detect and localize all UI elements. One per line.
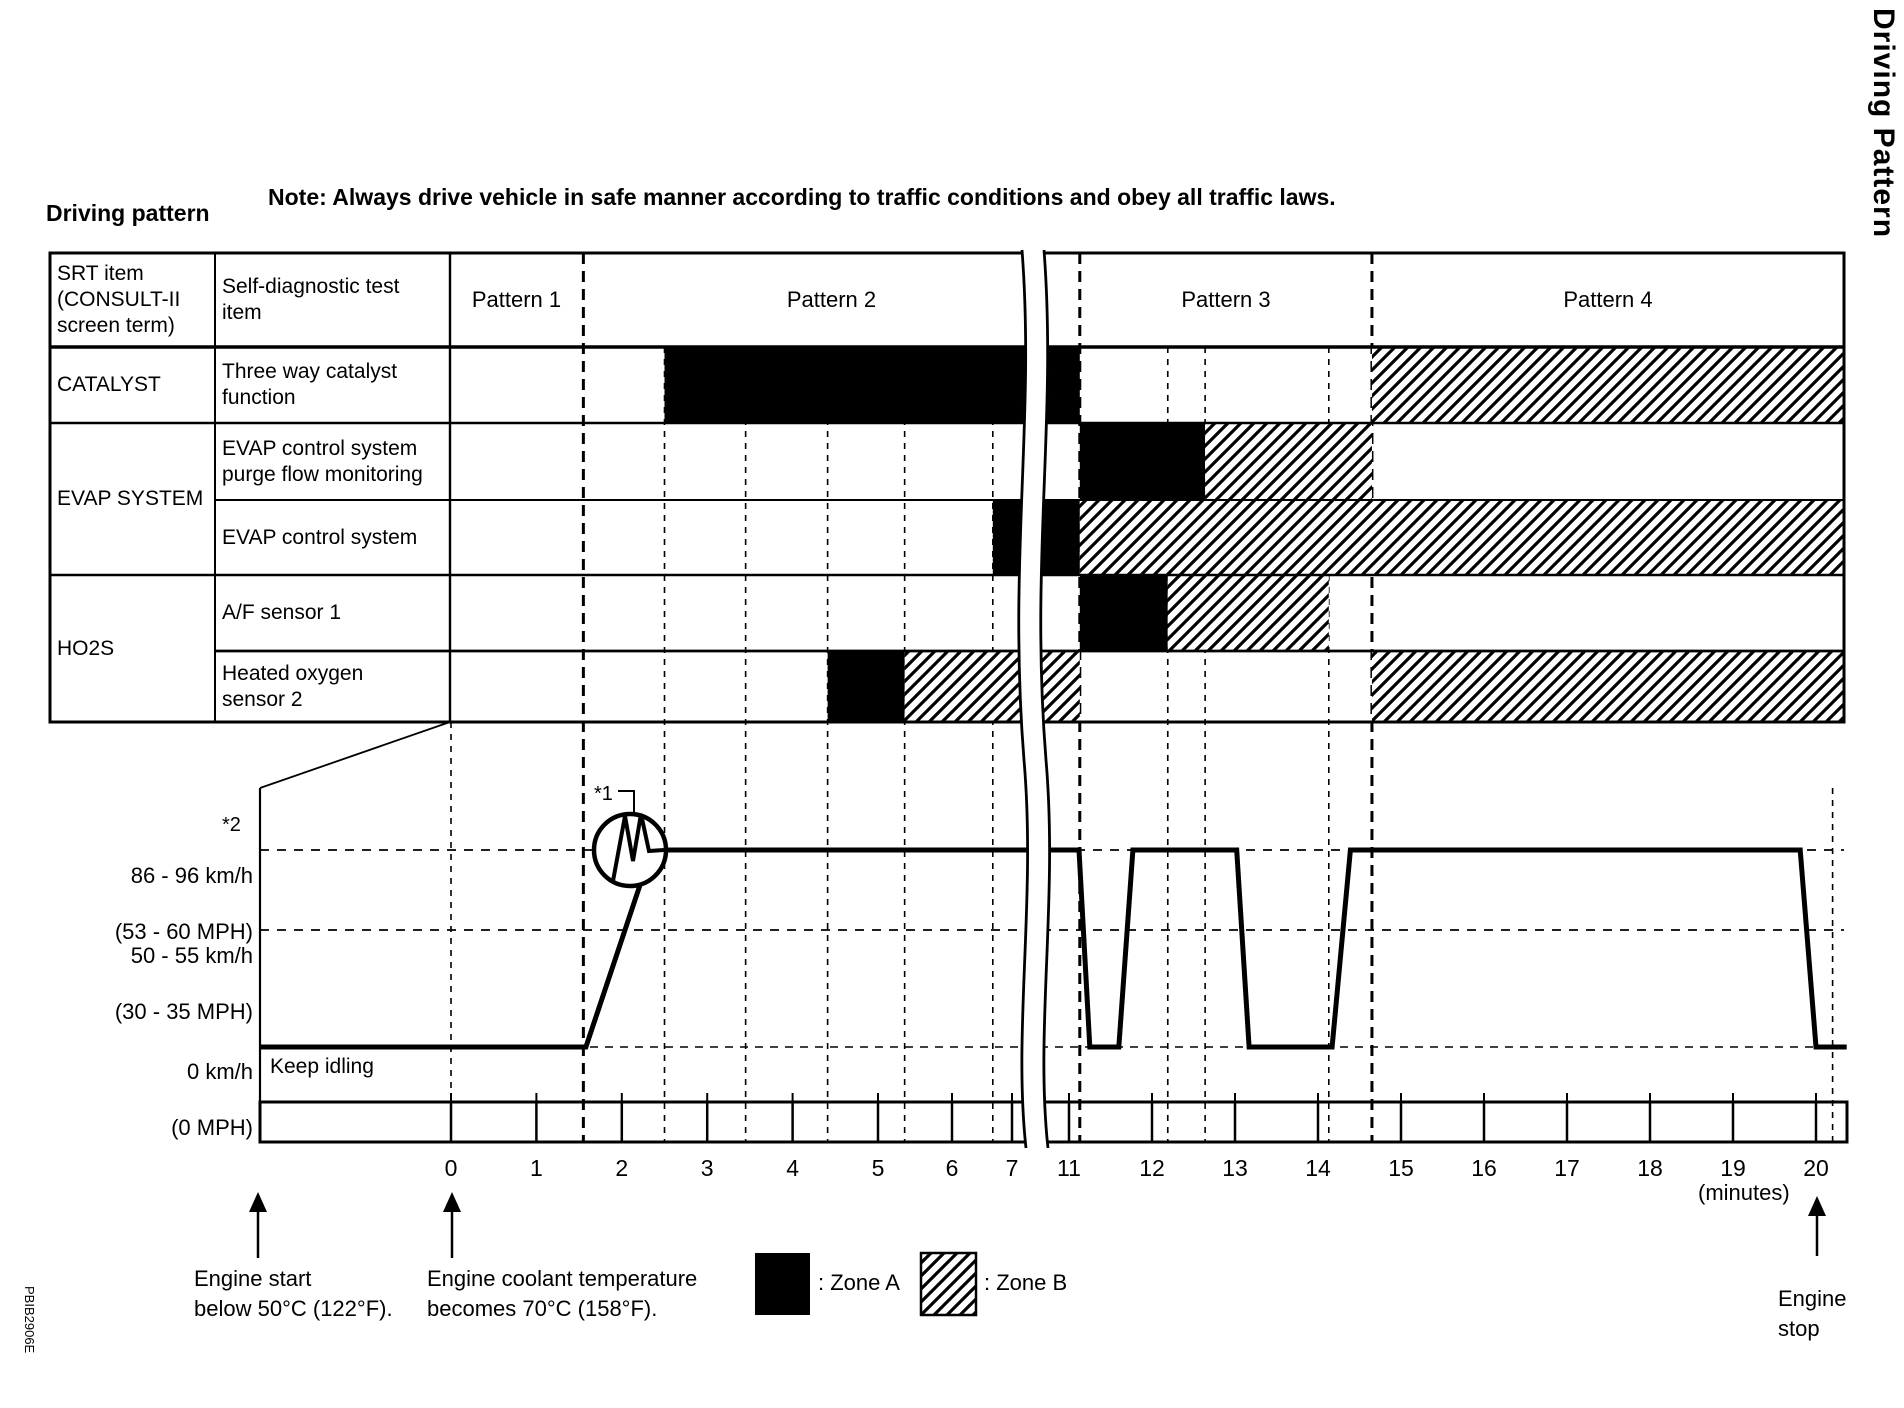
engine-start-arrow — [249, 1192, 267, 1212]
zone-a-block — [1079, 575, 1168, 651]
time-ruler-ticks: 0 1 2 3 4 5 6 7 11 12 13 14 15 16 17 18 19 20 — [445, 1093, 1829, 1181]
test-item-heated-o2-sensor-2: Heated oxygen sensor 2 — [222, 661, 364, 711]
zone-b-block — [1167, 575, 1329, 651]
y-label-high-mph: (53 - 60 MPH) — [114, 919, 253, 944]
srt-group-catalyst: CATALYST — [57, 373, 161, 396]
table-grid — [48, 251, 1846, 724]
y-label-high: 86 - 96 km/h (53 - 60 MPH) — [40, 834, 253, 974]
zone-a-block — [827, 651, 905, 722]
minute-label: 16 — [1471, 1155, 1497, 1181]
minute-label: 3 — [701, 1155, 714, 1181]
y-label-zero-kmh: 0 km/h — [186, 1059, 253, 1084]
minute-label: 11 — [1057, 1155, 1081, 1181]
footnote-1-marker: *1 — [594, 783, 613, 805]
y-label-zero-mph: (0 MPH) — [171, 1115, 253, 1140]
zone-a-legend-label: : Zone A — [818, 1270, 900, 1295]
minute-label: 6 — [946, 1155, 959, 1181]
vehicle-speed-curve — [260, 847, 1847, 1050]
minute-label: 17 — [1554, 1155, 1580, 1181]
minutes-unit-label: (minutes) — [1698, 1180, 1790, 1205]
minute-label: 7 — [1006, 1155, 1019, 1181]
test-item-three-way-catalyst: Three way catalyst function — [222, 360, 398, 409]
pattern-3-header: Pattern 3 — [1181, 287, 1271, 312]
coolant-temp-note: Engine coolant temperature becomes 70°C … — [427, 1266, 698, 1321]
zone-b-legend-swatch — [919, 1251, 978, 1317]
y-label-zero: 0 km/h (0 MPH) — [40, 1030, 253, 1170]
coolant-temp-arrow — [443, 1192, 461, 1212]
minute-label: 4 — [786, 1155, 799, 1181]
minute-label: 19 — [1720, 1155, 1746, 1181]
curve-interrupt-symbol — [591, 790, 669, 889]
zone-a-block — [664, 347, 1080, 423]
zone-b-legend-label: : Zone B — [984, 1270, 1068, 1295]
minute-label: 15 — [1388, 1155, 1414, 1181]
y-label-mid-mph: (30 - 35 MPH) — [114, 999, 253, 1024]
minute-label: 14 — [1305, 1155, 1331, 1181]
pattern-2-header: Pattern 2 — [786, 287, 877, 312]
zone-b-block — [1205, 423, 1372, 500]
engine-start-note: Engine start below 50°C (122°F). — [194, 1266, 393, 1321]
zone-blocks — [664, 347, 1844, 722]
minute-label: 20 — [1803, 1155, 1829, 1181]
zone-b-block — [904, 651, 1080, 722]
minute-label: 5 — [872, 1155, 885, 1181]
minute-label: 2 — [615, 1155, 628, 1181]
pattern-1-header: Pattern 1 — [471, 287, 562, 312]
zone-a-legend-swatch — [755, 1253, 810, 1315]
col-header-srt-item: SRT item (CONSULT-II screen term) — [57, 262, 181, 337]
y-label-mid: 50 - 55 km/h (30 - 35 MPH) — [40, 914, 253, 1054]
zone-b-block — [1371, 347, 1844, 423]
time-ruler — [258, 1100, 1849, 1144]
zone-b-block — [1079, 500, 1844, 575]
speed-curve-line — [260, 847, 1847, 1050]
minute-label: 12 — [1139, 1155, 1165, 1181]
engine-stop-arrow — [1808, 1196, 1826, 1216]
footnote-leader-line — [618, 790, 635, 812]
pattern-4-header: Pattern 4 — [1563, 287, 1653, 312]
srt-group-ho2s: HO2S — [57, 636, 115, 660]
keep-idling-label: Keep idling — [270, 1055, 374, 1078]
time-axis-break — [1017, 249, 1051, 1150]
minute-label: 13 — [1222, 1155, 1248, 1181]
safety-note: Note: Always drive vehicle in safe manne… — [268, 184, 1336, 210]
col-header-test-item: Self-diagnostic test item — [222, 275, 400, 324]
test-item-evap-purge-flow: EVAP control system purge flow monitorin… — [222, 436, 423, 486]
zone-a-block — [1079, 423, 1206, 500]
annotation-graphics — [249, 1192, 1826, 1317]
page-title: Driving pattern — [46, 200, 210, 226]
zone-b-block — [1371, 651, 1844, 722]
minute-label: 1 — [530, 1155, 543, 1181]
test-item-af-sensor-1: A/F sensor 1 — [222, 601, 342, 624]
srt-group-evap-system: EVAP SYSTEM — [57, 487, 204, 510]
y-label-mid-kmh: 50 - 55 km/h — [130, 943, 253, 968]
document-code: PBIB2906E — [22, 1286, 37, 1354]
engine-stop-note: Engine stop — [1778, 1286, 1847, 1341]
minute-label: 18 — [1637, 1155, 1663, 1181]
footnote-2-marker: *2 — [222, 814, 241, 836]
speed-graph-frame — [258, 721, 1844, 1142]
minute-label: 0 — [445, 1155, 458, 1181]
test-item-evap-control: EVAP control system — [222, 525, 418, 549]
table-to-graph-connector — [259, 721, 451, 789]
side-tab-label: Driving Pattern — [1867, 8, 1900, 239]
y-label-high-kmh: 86 - 96 km/h — [130, 863, 253, 888]
